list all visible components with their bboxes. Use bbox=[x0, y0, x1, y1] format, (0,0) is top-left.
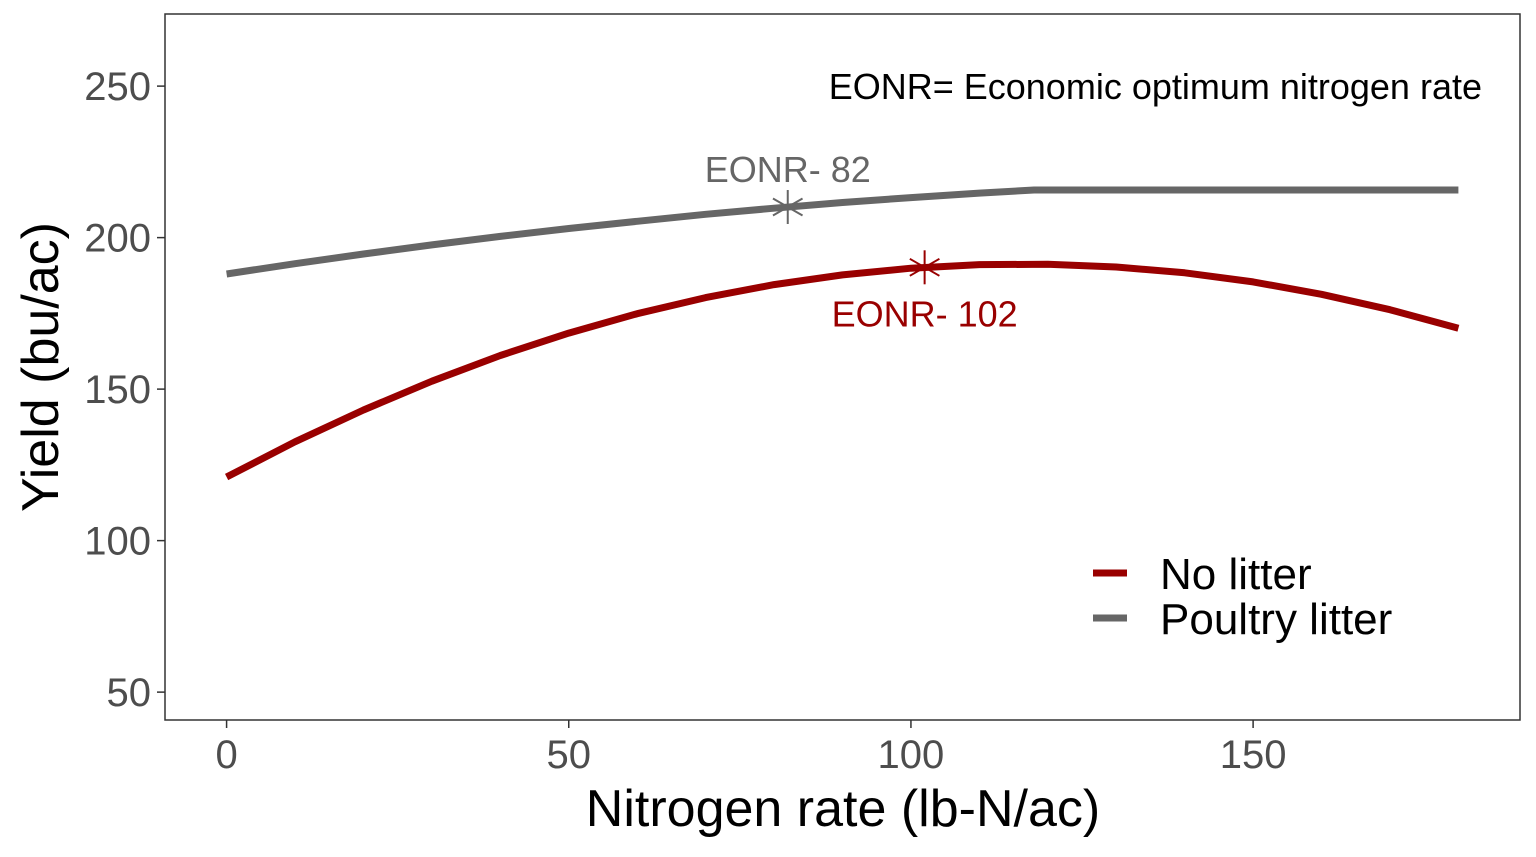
legend-label-no-litter: No litter bbox=[1160, 550, 1312, 599]
eonr-label: EONR- 102 bbox=[832, 293, 1018, 334]
legend-label-poultry-litter: Poultry litter bbox=[1160, 595, 1392, 644]
eonr-marker bbox=[772, 190, 804, 225]
y-tick-label: 150 bbox=[84, 368, 151, 412]
legend: No litter Poultry litter bbox=[1093, 550, 1392, 644]
eonr-label: EONR- 82 bbox=[705, 149, 871, 190]
y-tick-label: 50 bbox=[107, 671, 152, 715]
x-tick-label: 0 bbox=[215, 733, 237, 777]
y-tick-label: 100 bbox=[84, 520, 151, 564]
series-line-poultry-litter bbox=[226, 186, 1459, 278]
x-tick-label: 50 bbox=[547, 733, 592, 777]
x-tick-label: 150 bbox=[1220, 733, 1287, 777]
x-axis-title: Nitrogen rate (lb-N/ac) bbox=[586, 780, 1100, 838]
y-axis-title: Yield (bu/ac) bbox=[12, 222, 70, 512]
series-line-no-litter bbox=[224, 260, 1460, 481]
annotation-text: EONR= Economic optimum nitrogen rate bbox=[829, 66, 1482, 107]
plot-panel bbox=[164, 13, 1521, 721]
y-tick-label: 250 bbox=[84, 65, 151, 109]
x-tick-label: 100 bbox=[878, 733, 945, 777]
y-tick-label: 200 bbox=[84, 217, 151, 261]
eonr-marker bbox=[909, 250, 940, 285]
